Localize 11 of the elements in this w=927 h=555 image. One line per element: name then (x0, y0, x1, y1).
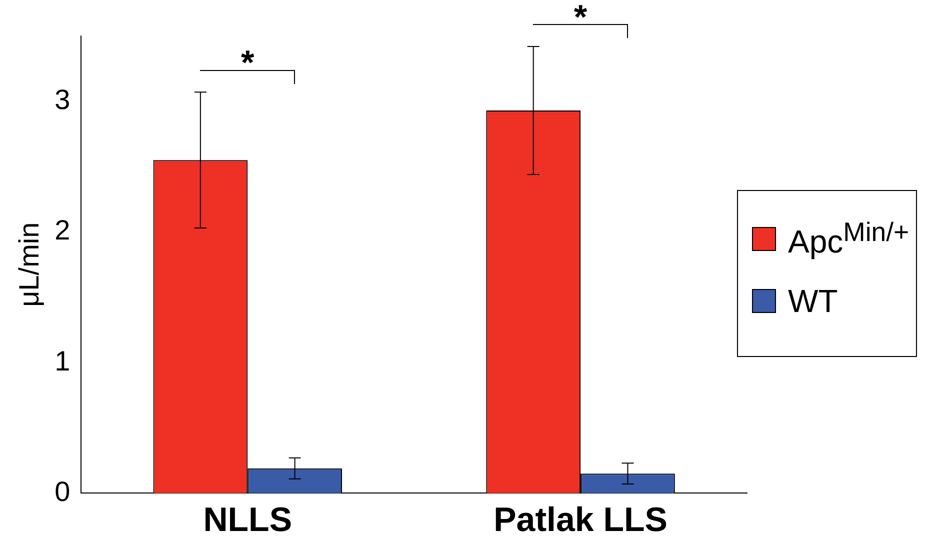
y-tick-label: 2 (54, 214, 70, 246)
x-tick-label: NLLS (203, 500, 292, 539)
annotation: * (574, 0, 588, 36)
legend-label: WT (788, 282, 838, 320)
y-axis-title: μL/min (14, 222, 45, 307)
legend-label: Apc$^{Min/+}$ (788, 217, 910, 261)
annotation: * (241, 44, 256, 82)
y-tick-label: 1 (54, 345, 70, 376)
y-tick-label: 0 (54, 476, 70, 507)
y-tick-label: 3 (54, 84, 70, 116)
x-tick-label: Patlak LLS (494, 500, 668, 539)
